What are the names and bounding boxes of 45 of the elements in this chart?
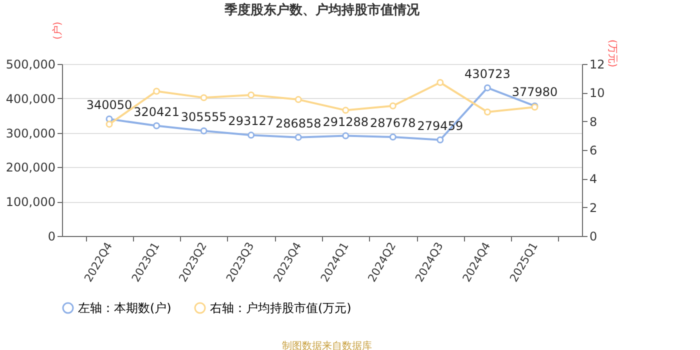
point xyxy=(248,132,255,139)
point xyxy=(342,132,350,140)
data-label: 287678 xyxy=(370,116,416,130)
point xyxy=(200,127,208,134)
legend-label: 右轴：户均持股市值(万元) xyxy=(210,301,352,315)
y-axis-title: (户) xyxy=(52,22,64,40)
data-label: 286858 xyxy=(275,116,322,130)
point xyxy=(342,106,350,114)
data-label: 430723 xyxy=(464,66,510,81)
y-tick-label: 200,000 xyxy=(6,160,56,175)
y2-tick-label: 6 xyxy=(590,144,598,158)
y-tick-label: 300,000 xyxy=(6,126,56,140)
point xyxy=(389,102,396,110)
point xyxy=(484,108,491,116)
legend-label: 左轴：本期数(户) xyxy=(78,301,172,315)
point xyxy=(153,88,160,95)
point xyxy=(153,122,160,130)
data-label: 279459 xyxy=(417,118,464,133)
y2-axis-title: (万元) xyxy=(606,40,618,68)
point xyxy=(484,84,491,92)
y-tick-label: 100,000 xyxy=(6,195,56,210)
point xyxy=(248,91,255,98)
point xyxy=(106,120,113,128)
point xyxy=(294,96,302,104)
y-tick-label: 500,000 xyxy=(6,58,56,72)
y2-tick-label: 10 xyxy=(590,86,605,100)
data-label: 293127 xyxy=(228,114,274,128)
y2-tick-label: 12 xyxy=(590,58,605,72)
y2-tick-label: 2 xyxy=(590,200,598,215)
data-label: 377980 xyxy=(512,84,558,99)
y-tick-label: 400,000 xyxy=(6,92,56,106)
chart-title: 季度股东户数、户均持股市值情况 xyxy=(224,2,420,18)
y-tick-label: 0 xyxy=(48,230,56,244)
data-label: 305555 xyxy=(180,110,227,124)
point xyxy=(294,134,302,141)
y2-tick-label: 4 xyxy=(590,172,598,186)
data-label: 320421 xyxy=(134,104,180,119)
data-label: 340050 xyxy=(86,98,132,112)
y2-tick-label: 8 xyxy=(590,114,598,129)
data-label: 291288 xyxy=(322,114,369,129)
point xyxy=(389,134,396,141)
point xyxy=(200,94,208,102)
point xyxy=(436,79,444,86)
y2-tick-label: 0 xyxy=(590,230,598,244)
point xyxy=(436,136,444,144)
